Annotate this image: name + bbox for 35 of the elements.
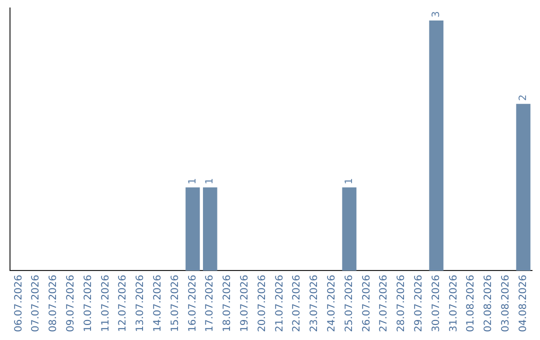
x-tick-label: 22.07.2026 bbox=[292, 274, 303, 332]
x-tick-label: 26.07.2026 bbox=[361, 274, 372, 332]
x-tick-label: 27.07.2026 bbox=[378, 274, 390, 332]
x-tick-label: 17.07.2026 bbox=[204, 274, 216, 332]
x-tick-label: 18.07.2026 bbox=[222, 274, 234, 332]
x-tick-label: 11.07.2026 bbox=[100, 274, 112, 332]
x-tick-label: 15.07.2026 bbox=[170, 274, 181, 332]
x-tick-label: 16.07.2026 bbox=[187, 274, 198, 332]
x-tick-label: 21.07.2026 bbox=[274, 274, 286, 332]
x-tick-label: 10.07.2026 bbox=[82, 274, 94, 332]
x-tick-label: 08.07.2026 bbox=[48, 274, 60, 332]
x-tick-label: 23.07.2026 bbox=[309, 274, 320, 332]
data-label: 1 bbox=[204, 178, 216, 184]
x-tick-label: 25.07.2026 bbox=[344, 274, 355, 332]
x-tick-label: 29.07.2026 bbox=[413, 274, 424, 332]
x-tick-label: 14.07.2026 bbox=[152, 274, 164, 332]
x-tick-label: 04.08.2026 bbox=[518, 274, 529, 332]
x-tick-label: 24.07.2026 bbox=[326, 274, 338, 332]
x-tick-label: 13.07.2026 bbox=[135, 274, 146, 332]
data-label: 3 bbox=[430, 11, 442, 18]
x-tick-label: 31.07.2026 bbox=[448, 274, 460, 332]
data-label: 1 bbox=[187, 178, 198, 184]
x-tick-label: 19.07.2026 bbox=[239, 274, 250, 332]
x-tick-label: 06.07.2026 bbox=[13, 274, 24, 332]
x-tick-label: 28.07.2026 bbox=[396, 274, 408, 332]
x-tick-label: 12.07.2026 bbox=[118, 274, 129, 332]
x-tick-label: 02.08.2026 bbox=[483, 274, 494, 332]
x-tick-label: 20.07.2026 bbox=[256, 274, 268, 332]
data-label: 2 bbox=[518, 94, 529, 101]
data-label: 1 bbox=[344, 178, 355, 184]
x-tick-label: 30.07.2026 bbox=[430, 274, 442, 332]
x-tick-label: 09.07.2026 bbox=[65, 274, 76, 332]
x-tick-label: 07.07.2026 bbox=[30, 274, 42, 332]
x-tick-label: 01.08.2026 bbox=[466, 274, 477, 332]
x-tick-label: 03.08.2026 bbox=[500, 274, 512, 332]
